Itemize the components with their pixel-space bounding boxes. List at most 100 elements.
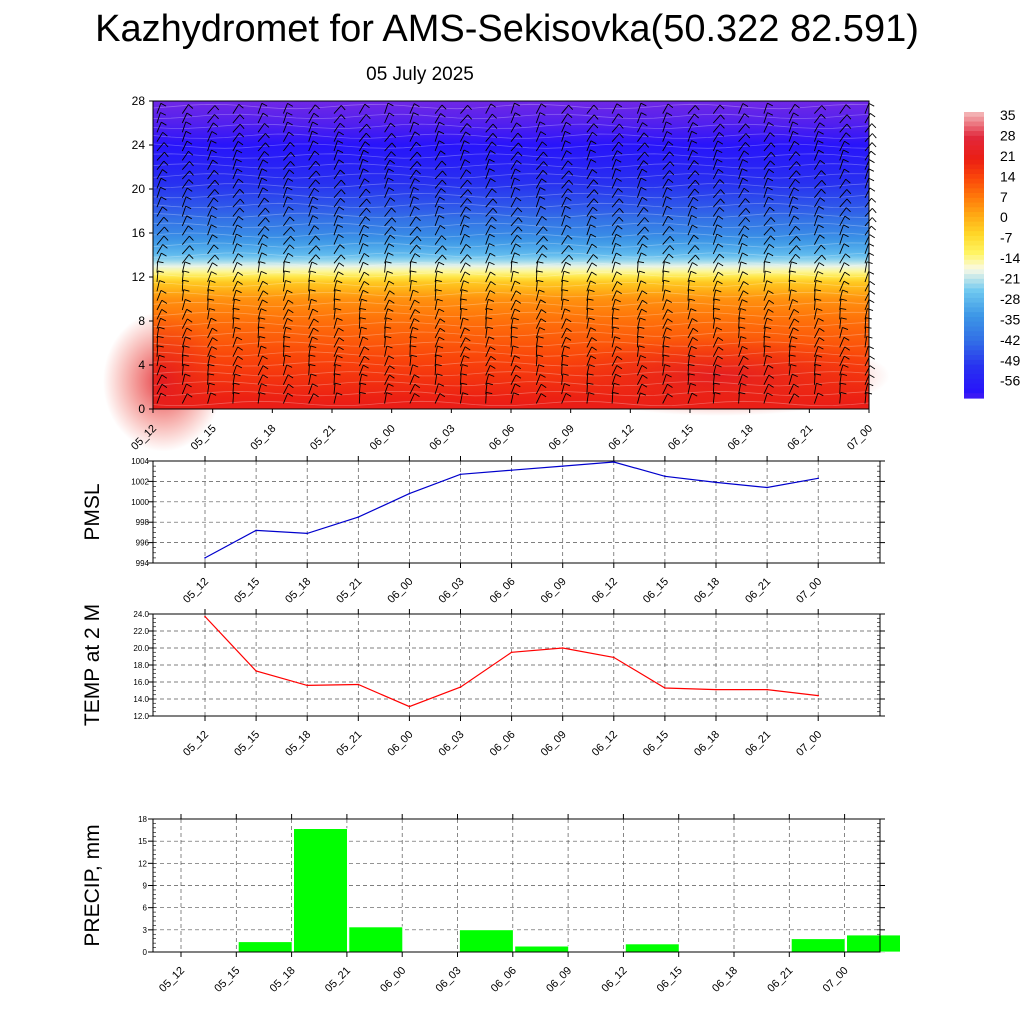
wind-barb-flag — [770, 142, 776, 148]
wind-barb-staff — [333, 364, 336, 376]
y-tick-label: 0 — [138, 402, 145, 416]
wind-barb-flag — [617, 225, 623, 230]
wind-barb-flag — [438, 261, 445, 266]
wind-barb-staff — [788, 179, 796, 189]
wind-barb-staff — [586, 308, 589, 320]
wind-barb-flag — [720, 114, 725, 120]
wind-barb-flag — [796, 245, 801, 251]
colorbar-swatch — [964, 240, 984, 247]
wind-barb-flag — [791, 261, 798, 265]
wind-barb-staff — [611, 336, 616, 348]
wind-barb-staff — [434, 131, 439, 142]
wind-barb-flag — [160, 392, 167, 397]
wind-barb-staff — [611, 207, 620, 217]
wind-barb-flag — [714, 373, 721, 376]
wind-barb-staff — [308, 131, 313, 142]
wind-barb-staff — [156, 103, 162, 114]
wind-barb-flag — [843, 158, 849, 163]
wind-barb-staff — [384, 177, 389, 189]
wind-barb-staff — [232, 104, 240, 114]
wind-barb-flag — [461, 373, 468, 376]
wind-barb-staff — [510, 151, 519, 161]
wind-barb-staff — [738, 365, 744, 376]
wind-barb-staff — [662, 170, 670, 180]
wind-barb-staff — [864, 103, 870, 114]
wind-barb-flag — [236, 233, 242, 238]
wind-barb-flag — [189, 161, 194, 167]
wind-barb-flag — [515, 197, 522, 202]
wind-barb-staff — [864, 197, 872, 208]
wind-barb-staff — [763, 392, 768, 404]
colorbar-swatch — [964, 131, 984, 137]
wind-barb-flag — [287, 103, 294, 107]
wind-barb-staff — [409, 216, 417, 227]
y-axis-label: PMSL — [81, 483, 104, 540]
wind-barb-staff — [333, 179, 342, 189]
wind-barb-flag — [338, 206, 345, 211]
wind-barb-flag — [264, 207, 270, 213]
wind-barb-staff — [434, 355, 437, 367]
wind-barb-flag — [312, 308, 319, 313]
wind-barb-staff — [181, 140, 188, 152]
wind-barb-staff — [434, 299, 438, 311]
wind-barb-staff — [232, 373, 236, 385]
wind-barb-staff — [535, 261, 539, 273]
wind-barb-flag — [212, 159, 218, 164]
y-tick-label: 16.0 — [133, 678, 149, 687]
wind-barb-flag — [765, 270, 772, 273]
wind-barb-staff — [409, 289, 414, 301]
wind-barb-staff — [156, 112, 161, 124]
wind-barb-flag — [435, 289, 442, 292]
wind-barb-flag — [439, 393, 446, 398]
wind-barb-flag — [440, 150, 446, 155]
wind-barb-staff — [763, 270, 766, 283]
wind-barb-flag — [840, 382, 847, 385]
wind-barb-flag — [638, 261, 645, 264]
wind-barb-staff — [712, 114, 721, 124]
wind-barb-flag — [869, 355, 875, 360]
data-point — [510, 469, 513, 472]
y-tick-label: 22.0 — [133, 627, 149, 636]
wind-barb-flag — [237, 346, 243, 351]
wind-barb-flag — [412, 289, 419, 293]
wind-barb-flag — [185, 336, 191, 340]
wind-barb-flag — [871, 217, 877, 223]
wind-barb-flag — [562, 354, 569, 358]
wind-barb-staff — [156, 122, 162, 133]
wind-barb-staff — [459, 355, 465, 367]
wind-barb-flag — [363, 224, 370, 229]
y-tick-label: 18.0 — [133, 661, 149, 670]
wind-barb-staff — [358, 141, 366, 152]
wind-barb-flag — [340, 179, 346, 185]
wind-barb-staff — [712, 198, 721, 208]
wind-barb-staff — [207, 170, 215, 180]
wind-barb-staff — [814, 122, 821, 133]
wind-barb-flag — [664, 364, 671, 367]
wind-barb-staff — [788, 355, 791, 367]
x-tick-label: 07_00 — [794, 729, 824, 759]
wind-barb-flag — [593, 114, 599, 120]
wind-barb-flag — [159, 280, 166, 284]
wind-barb-flag — [286, 289, 293, 294]
wind-barb-staff — [738, 299, 743, 311]
wind-barb-staff — [636, 299, 643, 311]
wind-barb-staff — [586, 179, 594, 189]
wind-barb-staff — [561, 235, 569, 245]
wind-barb-staff — [763, 309, 769, 320]
wind-barb-staff — [282, 393, 289, 404]
wind-barb-flag — [413, 186, 420, 191]
wind-barb-flag — [819, 122, 825, 127]
wind-barb-staff — [181, 225, 189, 236]
wind-barb-staff — [282, 374, 289, 385]
wind-barb-staff — [611, 159, 617, 170]
wind-barb-flag — [465, 337, 471, 342]
wind-barb-staff — [232, 224, 238, 236]
wind-barb-flag — [691, 205, 698, 210]
wind-barb-flag — [467, 189, 473, 195]
wind-barb-staff — [181, 309, 188, 320]
wind-barb-flag — [840, 298, 847, 301]
wind-barb-staff — [839, 159, 844, 170]
wind-barb-staff — [636, 336, 639, 348]
wind-barb-staff — [535, 289, 540, 301]
wind-barb-staff — [813, 224, 819, 236]
